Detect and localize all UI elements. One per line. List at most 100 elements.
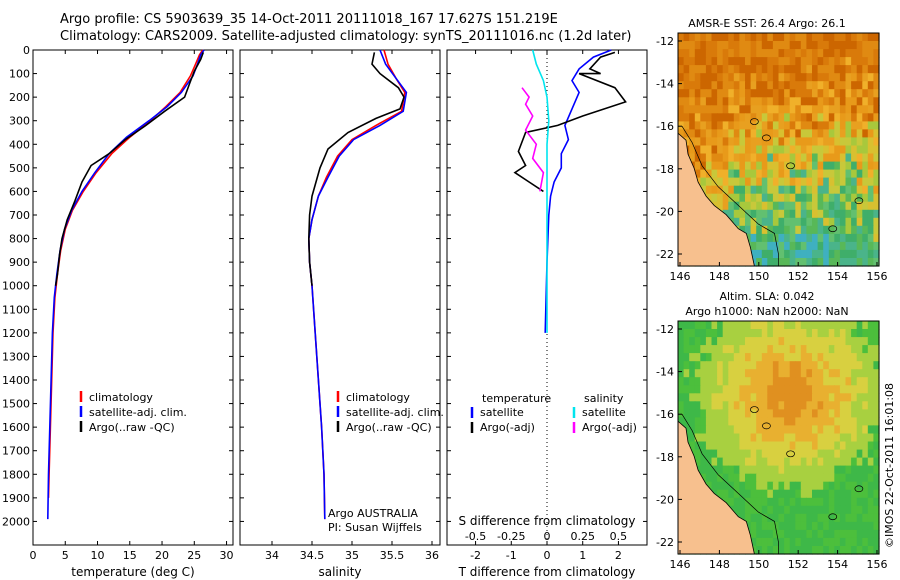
map-cell (778, 345, 785, 354)
map-cell (733, 353, 740, 362)
map-cell (862, 337, 869, 346)
map-cell (761, 201, 768, 211)
map-cell (867, 449, 874, 459)
map-cell (756, 481, 763, 491)
map-cell (856, 433, 863, 443)
map-cell (772, 321, 780, 330)
map-cell (817, 97, 824, 106)
map-cell (812, 473, 819, 483)
map-cell (756, 321, 763, 330)
map-cell (745, 369, 752, 378)
map-cell (800, 529, 807, 539)
map-cell (772, 409, 780, 418)
map-cell (789, 473, 796, 483)
map-cell (689, 417, 696, 426)
map-cell (812, 105, 819, 114)
map-sla-island (828, 513, 838, 521)
map-cell (745, 513, 752, 523)
map-cell (845, 409, 852, 418)
map-cell (733, 361, 740, 370)
map-cell (851, 201, 858, 211)
map-cell (739, 129, 746, 138)
map-cell (823, 481, 830, 491)
map-cell (823, 153, 830, 163)
map-cell (728, 417, 735, 426)
map-cell (756, 129, 763, 138)
map-cell (800, 513, 807, 523)
map-cell (728, 113, 735, 122)
map-cell (733, 153, 740, 163)
map-cell (705, 89, 713, 98)
map-cell (745, 73, 752, 82)
map-cell (851, 169, 858, 179)
map-cell (856, 225, 863, 235)
map-cell (828, 393, 835, 402)
map-cell (867, 329, 874, 338)
map-cell (705, 457, 713, 467)
map-cell (867, 97, 874, 106)
map-x-tick-label: 154 (827, 558, 848, 571)
map-cell (683, 425, 690, 434)
map-cell (733, 193, 740, 203)
map-cell (795, 65, 802, 74)
map-cell (839, 137, 847, 146)
map-cell (817, 201, 824, 211)
map-cell (817, 465, 824, 475)
map-cell (739, 425, 746, 434)
map-cell (784, 449, 791, 459)
map-cell (784, 537, 791, 547)
map-cell (795, 129, 802, 138)
map-cell (745, 377, 752, 386)
map-cell (739, 73, 746, 82)
map-cell (750, 537, 757, 547)
map-cell (750, 65, 757, 74)
map-cell (739, 441, 746, 451)
map-cell (839, 97, 847, 106)
map-cell (705, 361, 713, 370)
map-cell (756, 369, 763, 378)
map-cell (856, 217, 863, 227)
map-cell (789, 121, 796, 130)
panel-frame-temperature (32, 49, 234, 546)
map-cell (683, 65, 690, 74)
map-cell (806, 161, 813, 171)
map-cell (823, 129, 830, 138)
map-cell (817, 329, 824, 338)
map-cell (806, 97, 813, 106)
map-cell (817, 425, 824, 434)
map-cell (817, 521, 824, 531)
map-cell (806, 105, 813, 114)
map-cell (839, 321, 847, 330)
map-cell (834, 129, 841, 138)
map-cell (750, 49, 757, 58)
map-cell (772, 361, 780, 370)
map-cell (839, 177, 847, 187)
map-cell (795, 201, 802, 211)
map-cell (867, 209, 874, 219)
map-cell (823, 537, 830, 547)
map-cell (756, 121, 763, 130)
map-cell (728, 409, 735, 418)
map-cell (689, 105, 696, 114)
map-cell (873, 225, 880, 235)
map-cell (739, 41, 746, 50)
map-cell (756, 425, 763, 434)
map-cell (694, 409, 701, 418)
map-cell (812, 401, 819, 410)
map-cell (806, 233, 813, 243)
map-cell (756, 409, 763, 418)
map-cell (750, 185, 757, 195)
map-cell (856, 185, 863, 195)
map-cell (851, 233, 858, 243)
map-cell (839, 81, 847, 90)
map-cell (756, 33, 763, 42)
map-cell (778, 233, 785, 243)
map-cell (722, 169, 729, 179)
map-cell (806, 473, 813, 483)
map-cell (800, 65, 807, 74)
map-cell (733, 441, 740, 451)
series-line-s-satellite (531, 49, 550, 333)
map-cell (806, 409, 813, 418)
map-cell (800, 89, 807, 98)
map-cell (839, 449, 847, 459)
